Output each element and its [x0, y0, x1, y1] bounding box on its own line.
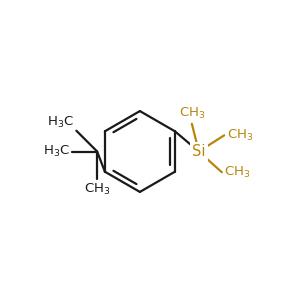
- Text: CH$_3$: CH$_3$: [224, 165, 251, 180]
- Text: H$_3$C: H$_3$C: [43, 144, 69, 159]
- Text: CH$_3$: CH$_3$: [178, 106, 205, 122]
- Text: CH$_3$: CH$_3$: [226, 128, 253, 143]
- Text: CH$_3$: CH$_3$: [84, 182, 110, 196]
- Text: Si: Si: [192, 144, 206, 159]
- Text: H$_3$C: H$_3$C: [47, 115, 74, 130]
